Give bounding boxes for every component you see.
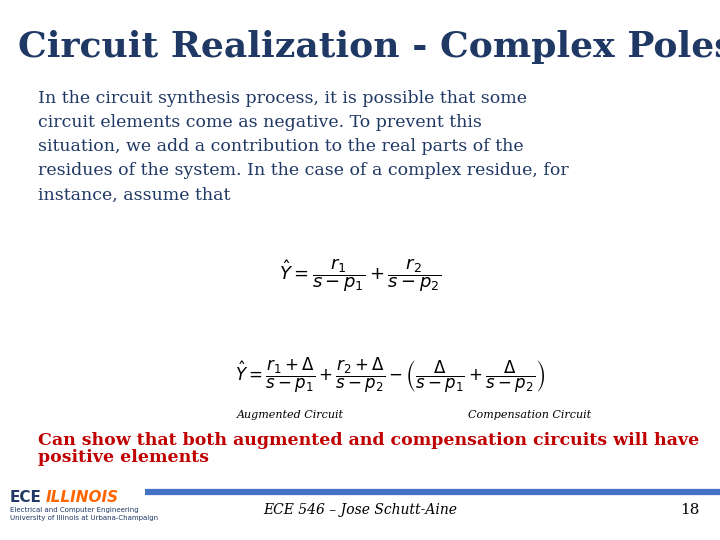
Text: Can show that both augmented and compensation circuits will have: Can show that both augmented and compens…	[38, 432, 699, 449]
Text: Compensation Circuit: Compensation Circuit	[469, 410, 592, 420]
Text: ECE 546 – Jose Schutt-Aine: ECE 546 – Jose Schutt-Aine	[263, 503, 457, 517]
Text: positive elements: positive elements	[38, 449, 209, 466]
Text: ECE: ECE	[10, 490, 42, 505]
Text: Electrical and Computer Engineering: Electrical and Computer Engineering	[10, 507, 139, 513]
Text: Augmented Circuit: Augmented Circuit	[236, 410, 343, 420]
Text: $\hat{Y} = \dfrac{r_1}{s - p_1} + \dfrac{r_2}{s - p_2}$: $\hat{Y} = \dfrac{r_1}{s - p_1} + \dfrac…	[279, 256, 441, 294]
Text: $\hat{Y} = \dfrac{r_1 + \Delta}{s - p_1} + \dfrac{r_2 + \Delta}{s - p_2} - \left: $\hat{Y} = \dfrac{r_1 + \Delta}{s - p_1}…	[235, 355, 545, 395]
Text: ILLINOIS: ILLINOIS	[46, 490, 119, 505]
Text: In the circuit synthesis process, it is possible that some
circuit elements come: In the circuit synthesis process, it is …	[38, 90, 569, 204]
Text: 18: 18	[680, 503, 700, 517]
Text: University of Illinois at Urbana-Champaign: University of Illinois at Urbana-Champai…	[10, 515, 158, 521]
Text: Circuit Realization - Complex Poles: Circuit Realization - Complex Poles	[18, 30, 720, 64]
